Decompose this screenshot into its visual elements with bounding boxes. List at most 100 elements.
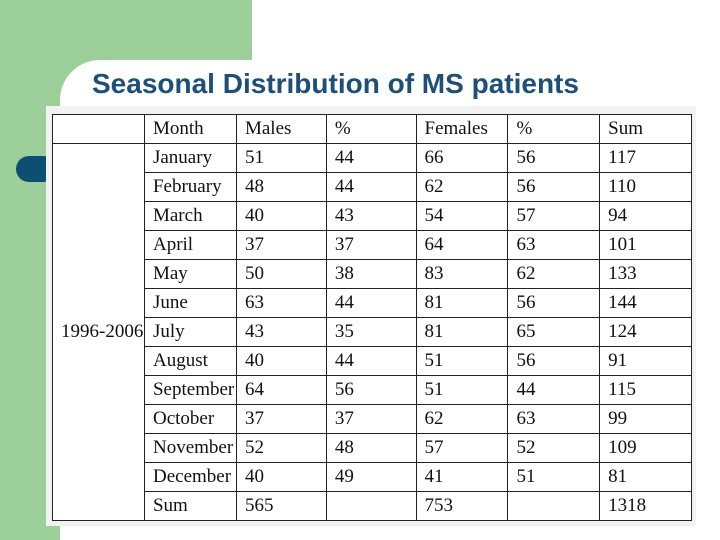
value-cell: 117	[599, 143, 692, 173]
value-cell: 40	[235, 462, 327, 492]
month-cell: July	[143, 317, 237, 347]
value-cell: 40	[235, 201, 327, 231]
value-cell: 109	[599, 433, 692, 463]
value-cell: 48	[325, 433, 417, 463]
table-body: Month Males% Females% Sum 1996-2006 January 51…	[52, 114, 692, 521]
value-cell: 81	[415, 317, 509, 347]
table-row: 1996-2006 January 51 44 66 56 117	[52, 143, 692, 521]
distribution-table: Month Males% Females% Sum 1996-2006 January 51…	[52, 114, 692, 521]
value-cell: 44	[325, 143, 417, 173]
month-cell: Sum	[143, 491, 237, 521]
header-row: Month Males% Females% Sum	[52, 114, 692, 144]
value-cell: 57	[507, 201, 601, 231]
value-cell: 44	[325, 172, 417, 202]
value-cell: 37	[325, 404, 417, 434]
value-cell: 65	[507, 317, 601, 347]
table-row: September 64 56 51 44 115	[53, 375, 692, 405]
value-cell: 124	[599, 317, 692, 347]
value-cell: 44	[325, 288, 417, 318]
value-cell: 565	[235, 491, 327, 521]
slide-title: Seasonal Distribution of MS patients	[92, 68, 579, 99]
value-cell: 43	[235, 317, 327, 347]
value-cell	[325, 491, 417, 521]
value-cell: 63	[507, 404, 601, 434]
month-cell: August	[143, 346, 237, 376]
header-cell: Sum	[599, 114, 692, 144]
month-cell: October	[143, 404, 237, 434]
value-cell: 56	[325, 375, 417, 405]
header-cell: Males	[235, 114, 327, 144]
value-cell: 66	[415, 143, 509, 173]
value-cell: 56	[507, 143, 601, 173]
header-cell: %	[507, 114, 601, 144]
value-cell: 54	[415, 201, 509, 231]
value-cell: 51	[507, 462, 601, 492]
value-cell: 56	[507, 288, 601, 318]
value-cell: 99	[599, 404, 692, 434]
value-cell: 38	[325, 259, 417, 289]
table-row: October 37 37 62 63 99	[53, 404, 692, 434]
value-cell	[507, 491, 601, 521]
value-cell: 49	[325, 462, 417, 492]
month-cell: November	[143, 433, 237, 463]
value-cell: 56	[507, 172, 601, 202]
value-cell: 62	[415, 404, 509, 434]
value-cell: 37	[325, 230, 417, 260]
value-cell: 63	[507, 230, 601, 260]
value-cell: 51	[235, 143, 327, 173]
value-cell: 44	[325, 346, 417, 376]
month-cell: February	[143, 172, 237, 202]
value-cell: 1318	[599, 491, 692, 521]
value-cell: 37	[235, 404, 327, 434]
value-cell: 94	[599, 201, 692, 231]
month-cell: April	[143, 230, 237, 260]
header-cell: Females	[415, 114, 509, 144]
value-cell: 62	[415, 172, 509, 202]
value-cell: 57	[415, 433, 509, 463]
table-row: December 40 49 41 51 81	[53, 462, 692, 492]
value-cell: 144	[599, 288, 692, 318]
table-row: May 50 38 83 62 133	[53, 259, 692, 289]
value-cell: 56	[507, 346, 601, 376]
month-cell: March	[143, 201, 237, 231]
table-row: Sum 565 753 1318	[53, 491, 692, 521]
month-cell: January	[143, 143, 237, 173]
table-row: June 63 44 81 56 144	[53, 288, 692, 318]
value-cell: 52	[507, 433, 601, 463]
table-row: February 48 44 62 56 110	[53, 172, 692, 202]
value-cell: 51	[415, 375, 509, 405]
month-cell: September	[143, 375, 237, 405]
header-cell-blank	[52, 114, 145, 144]
table-row: March 40 43 54 57 94	[53, 201, 692, 231]
value-cell: 37	[235, 230, 327, 260]
month-cell: December	[143, 462, 237, 492]
month-cell: June	[143, 288, 237, 318]
month-cell: May	[143, 259, 237, 289]
table-row: July 43 35 81 65 124	[53, 317, 692, 347]
value-cell: 133	[599, 259, 692, 289]
value-cell: 83	[415, 259, 509, 289]
value-cell: 43	[325, 201, 417, 231]
value-cell: 50	[235, 259, 327, 289]
value-cell: 63	[235, 288, 327, 318]
table-row: April 37 37 64 63 101	[53, 230, 692, 260]
header-cell: %	[325, 114, 417, 144]
value-cell: 48	[235, 172, 327, 202]
value-cell: 64	[235, 375, 327, 405]
value-cell: 40	[235, 346, 327, 376]
value-cell: 52	[235, 433, 327, 463]
value-cell: 41	[415, 462, 509, 492]
value-cell: 81	[599, 462, 692, 492]
table-row: November 52 48 57 52 109	[53, 433, 692, 463]
value-cell: 115	[599, 375, 692, 405]
value-cell: 110	[599, 172, 692, 202]
value-cell: 44	[507, 375, 601, 405]
value-cell: 51	[415, 346, 509, 376]
value-cell: 753	[415, 491, 509, 521]
value-cell: 35	[325, 317, 417, 347]
value-cell: 91	[599, 346, 692, 376]
value-cell: 81	[415, 288, 509, 318]
value-cell: 64	[415, 230, 509, 260]
header-cell: Month	[143, 114, 237, 144]
period-cell: 1996-2006	[52, 143, 145, 521]
